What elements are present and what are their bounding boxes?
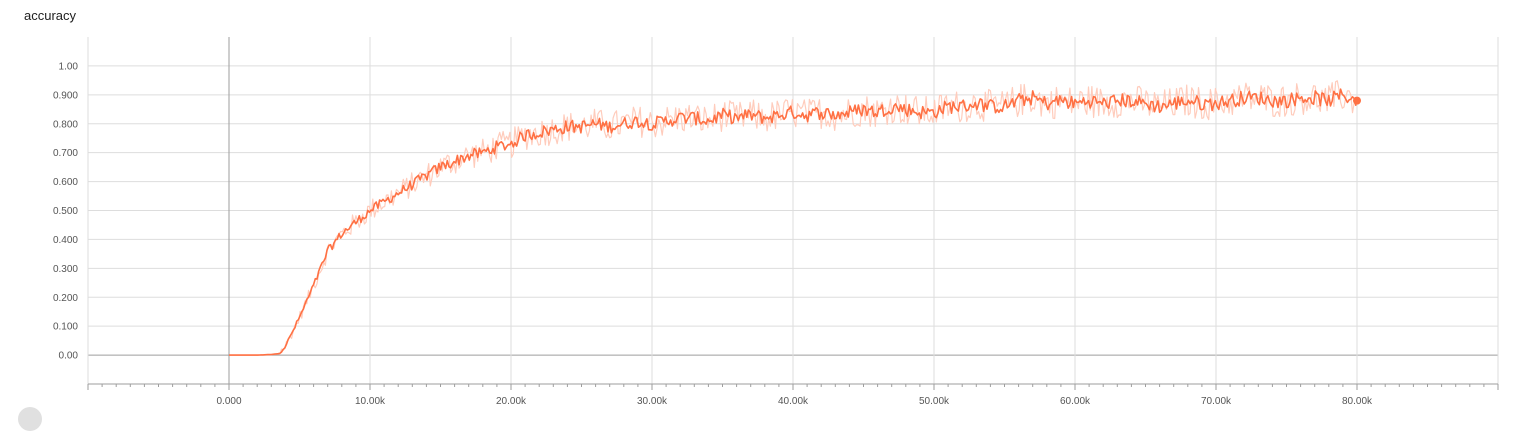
series-line [229, 88, 1357, 356]
y-tick-label: 0.400 [53, 235, 78, 246]
x-tick-label: 10.00k [355, 396, 386, 407]
x-tick-label: 70.00k [1201, 396, 1232, 407]
y-tick-label: 0.500 [53, 206, 78, 217]
y-tick-label: 0.300 [53, 264, 78, 275]
y-tick-label: 0.200 [53, 293, 78, 304]
y-tick-label: 0.600 [53, 177, 78, 188]
series-end-point [1353, 96, 1361, 105]
x-tick-label: 30.00k [637, 396, 668, 407]
x-tick-label: 0.000 [216, 396, 241, 407]
y-tick-label: 0.100 [53, 322, 78, 333]
x-tick-label: 60.00k [1060, 396, 1091, 407]
chart-title: accuracy [24, 8, 77, 23]
x-tick-label: 50.00k [919, 396, 950, 407]
accuracy-chart: 0.00 0.100 0.200 0.300 0.400 0.500 0.600 0.700 0… [53, 37, 1499, 407]
y-tick-label: 0.700 [53, 148, 78, 159]
corner-circle-button[interactable] [18, 407, 42, 431]
y-tick-label: 0.900 [53, 90, 78, 101]
x-tick-label: 80.00k [1342, 396, 1373, 407]
y-tick-label: 1.00 [59, 61, 79, 72]
x-tick-label: 40.00k [778, 396, 809, 407]
y-tick-label: 0.800 [53, 119, 78, 130]
raw-series-line [229, 80, 1357, 356]
y-tick-label: 0.00 [59, 351, 79, 362]
x-tick-label: 20.00k [496, 396, 527, 407]
